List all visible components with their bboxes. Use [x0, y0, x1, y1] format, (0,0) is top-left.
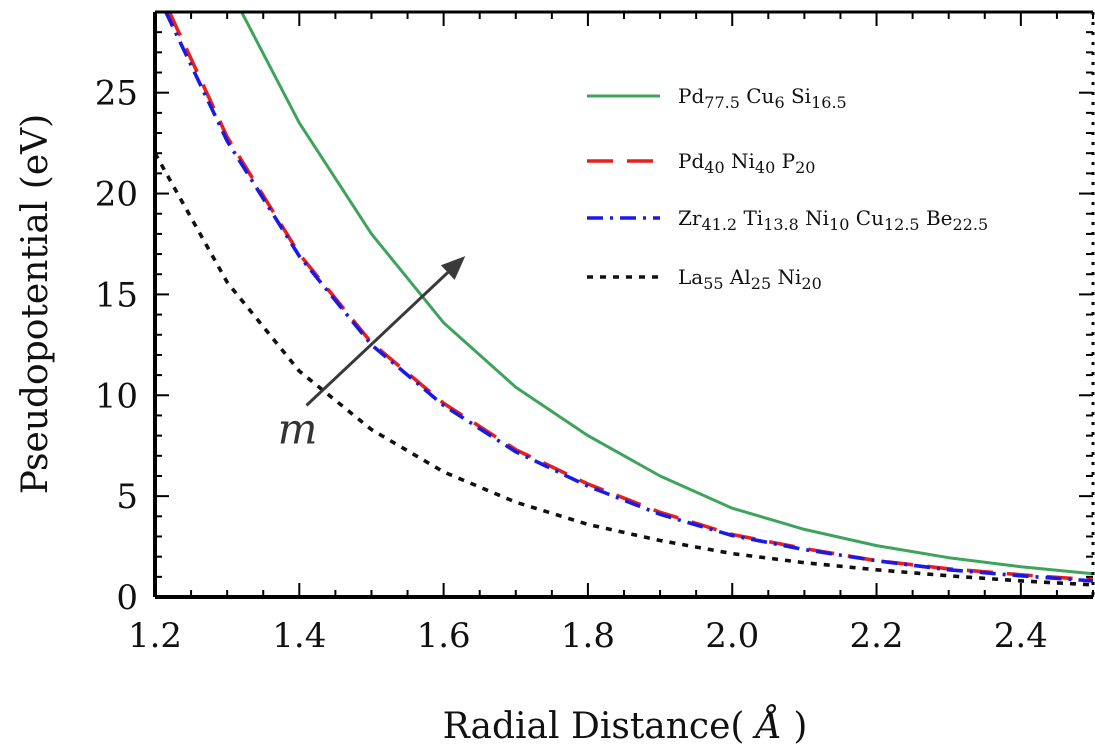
x-tick-label: 2.0	[705, 616, 759, 656]
x-tick-label: 2.2	[849, 616, 903, 656]
x-tick-label: 1.8	[561, 616, 615, 656]
y-tick-label: 15	[95, 275, 138, 315]
annotation-arrow-head	[440, 256, 466, 280]
tick-layer: 1.2 1.4 1.6 1.8 2.0 2.2 2.4 0 5 10 15 20 25	[95, 11, 1094, 656]
x-axis-label: Radial Distance( Å )	[443, 705, 808, 747]
annotation-arrow-shaft	[305, 271, 449, 407]
legend-label-2: Pd40 Ni40 P20	[678, 149, 815, 177]
x-tick-label: 1.4	[272, 616, 326, 656]
legend-label-3: Zr41.2 Ti13.8 Ni10 Cu12.5 Be22.5	[678, 206, 988, 234]
x-tick-label: 2.4	[994, 616, 1048, 656]
legend-label-4: La55 Al25 Ni20	[678, 265, 822, 293]
y-tick-label: 25	[95, 74, 138, 114]
axes	[153, 10, 1095, 599]
series-line-1	[240, 12, 1093, 576]
annotation-label-m: m	[278, 405, 318, 454]
series-line-2	[167, 12, 1093, 582]
annotation-layer: m	[278, 256, 466, 454]
y-tick-label: 20	[95, 175, 138, 215]
x-tick-label: 1.2	[128, 616, 182, 656]
x-tick-label: 1.6	[417, 616, 471, 656]
y-tick-label: 5	[116, 477, 138, 517]
y-tick-label: 0	[116, 578, 138, 618]
series-line-4	[155, 152, 1093, 587]
series-layer	[155, 12, 1093, 587]
legend-label-1: Pd77.5 Cu6 Si16.5	[678, 84, 847, 112]
series-line-3	[164, 12, 1093, 583]
legend: Pd77.5 Cu6 Si16.5 Pd40 Ni40 P20 Zr41.2 Ti1…	[587, 84, 988, 293]
y-tick-label: 10	[95, 376, 138, 416]
y-axis-label: Pseudopotential (eV)	[15, 114, 56, 494]
